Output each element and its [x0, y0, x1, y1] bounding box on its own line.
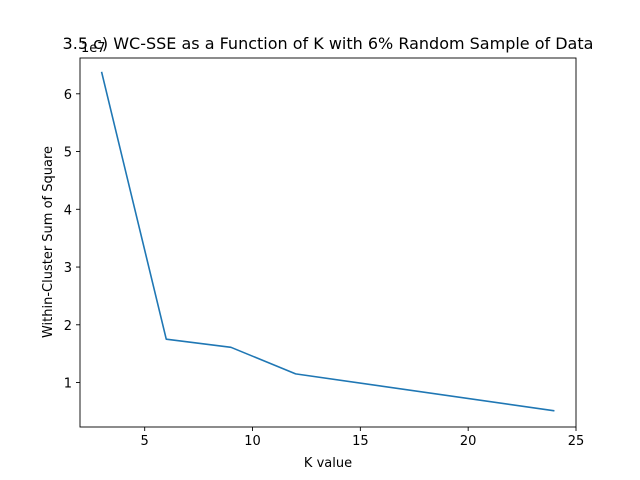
y-tick-label-5: 5	[64, 146, 72, 161]
y-axis-label: Within-Cluster Sum of Square	[41, 146, 56, 338]
x-tick-label-10: 10	[244, 434, 261, 449]
x-tick-label-20: 20	[460, 434, 477, 449]
plot-area: 5 10 15 20 25 1 2 3 4 5 6	[64, 57, 585, 449]
x-axis-label: K value	[304, 456, 352, 471]
y-tick-label-4: 4	[64, 203, 72, 218]
x-tick-label-15: 15	[352, 434, 369, 449]
y-tick-label-2: 2	[64, 319, 72, 334]
y-offset-label: 1e7	[81, 41, 106, 56]
x-tick-label-5: 5	[141, 434, 149, 449]
series-line-0	[100, 71, 555, 412]
x-tick-label-25: 25	[568, 434, 585, 449]
y-tick-label-6: 6	[64, 88, 72, 103]
y-tick-label-1: 1	[64, 377, 72, 392]
plot-frame	[79, 57, 577, 428]
chart-title: 3.5 c) WC-SSE as a Function of K with 6%…	[63, 34, 594, 53]
y-tick-label-3: 3	[64, 261, 72, 276]
